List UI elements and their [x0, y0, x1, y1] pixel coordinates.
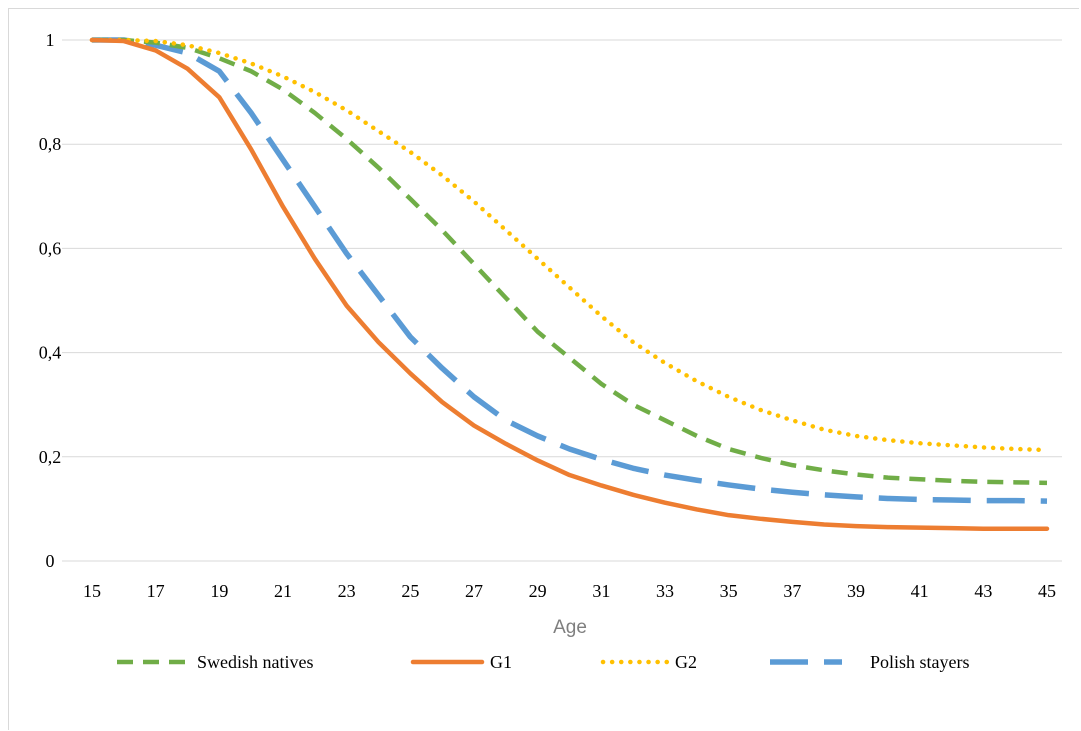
x-tick-label: 35: [720, 581, 738, 601]
x-tick-label: 27: [465, 581, 483, 601]
x-tick-label: 29: [529, 581, 547, 601]
y-tick-label: 0,4: [39, 343, 62, 363]
x-tick-label: 37: [783, 581, 801, 601]
x-tick-label: 33: [656, 581, 674, 601]
x-tick-label: 23: [338, 581, 356, 601]
legend-label: G1: [490, 652, 512, 672]
x-tick-label: 31: [592, 581, 610, 601]
series-line-g1: [89, 37, 1050, 531]
legend-label: Swedish natives: [197, 652, 314, 672]
y-tick-label: 0: [46, 551, 55, 571]
y-tick-label: 0,6: [39, 238, 62, 258]
legend-label: Polish stayers: [870, 652, 970, 672]
legend-label: G2: [675, 652, 697, 672]
x-tick-label: 25: [401, 581, 419, 601]
x-tick-label: 41: [911, 581, 929, 601]
gridlines: [62, 39, 1062, 562]
chart-frame: [8, 8, 1079, 730]
x-tick-label: 21: [274, 581, 292, 601]
y-tick-label: 0,8: [39, 134, 62, 154]
x-tick-label: 43: [974, 581, 992, 601]
x-tick-label: 17: [147, 581, 165, 601]
series-line-swedish-natives: [92, 37, 1048, 486]
y-tick-label: 0,2: [39, 447, 62, 467]
series-lines: [89, 37, 1050, 531]
series-line-g2: [89, 37, 1050, 453]
y-tick-label: 1: [46, 30, 55, 50]
y-axis-ticks: 0 0,2 0,4 0,6 0,8 1: [39, 30, 62, 571]
x-axis-title: Age: [553, 617, 587, 638]
legend: Swedish natives G1 G2 Polish stayers: [117, 652, 970, 672]
x-tick-label: 15: [83, 581, 101, 601]
x-axis-ticks: 15 17 19 21 23 25 27 29 31 33 35 37 39 41 43 45: [83, 581, 1056, 601]
x-tick-label: 45: [1038, 581, 1056, 601]
x-tick-label: 19: [210, 581, 228, 601]
series-line-polish-stayers: [92, 37, 1048, 504]
x-tick-label: 39: [847, 581, 865, 601]
